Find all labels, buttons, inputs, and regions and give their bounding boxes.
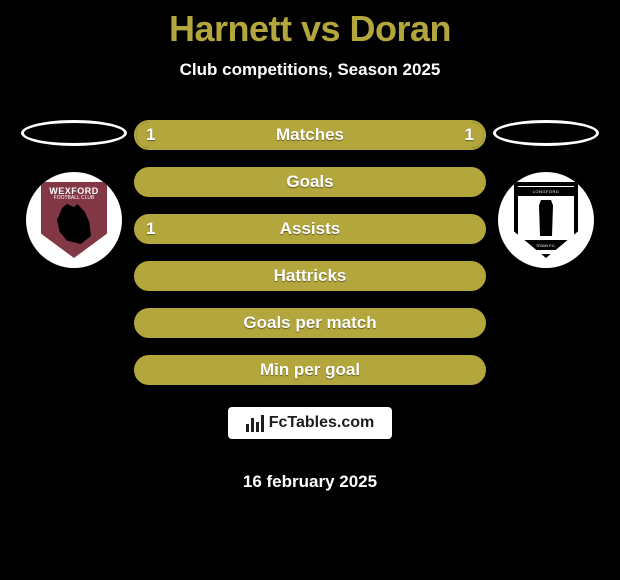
stat-label: Min per goal	[260, 360, 360, 380]
stat-left-value: 1	[146, 219, 155, 239]
left-club-badge: WEXFORD FOOTBALL CLUB	[26, 172, 122, 268]
date-label: 16 february 2025	[243, 472, 377, 492]
page-title: Harnett vs Doran	[169, 8, 451, 50]
right-club-column: LONGFORD TOWN F.C.	[486, 120, 606, 268]
stats-column: 1 Matches 1 Goals 1 Assists Hattricks	[134, 120, 486, 492]
bar-icon-part	[251, 418, 254, 432]
stat-label: Assists	[280, 219, 340, 239]
main-row: WEXFORD FOOTBALL CLUB 1 Matches 1 Goals	[0, 120, 620, 492]
stat-bar-goals-per-match: Goals per match	[134, 308, 486, 338]
stat-bar-min-per-goal: Min per goal	[134, 355, 486, 385]
right-ellipse-decor	[493, 120, 599, 146]
brand-badge[interactable]: FcTables.com	[228, 407, 392, 439]
stat-bar-hattricks: Hattricks	[134, 261, 486, 291]
longford-shield-icon: LONGFORD TOWN F.C.	[514, 182, 578, 258]
stat-label: Hattricks	[274, 266, 347, 286]
left-ellipse-decor	[21, 120, 127, 146]
chart-icon	[246, 415, 264, 432]
bar-icon-part	[261, 415, 264, 432]
left-club-column: WEXFORD FOOTBALL CLUB	[14, 120, 134, 268]
right-club-badge: LONGFORD TOWN F.C.	[498, 172, 594, 268]
bar-icon-part	[246, 424, 249, 432]
player-silhouette-icon	[57, 204, 91, 244]
bar-icon-part	[256, 422, 259, 432]
left-badge-line2: FOOTBALL CLUB	[54, 195, 95, 201]
brand-text: FcTables.com	[269, 414, 375, 432]
right-badge-line2: TOWN F.C.	[518, 240, 574, 250]
stat-label: Goals per match	[243, 313, 376, 333]
comparison-card: Harnett vs Doran Club competitions, Seas…	[0, 0, 620, 492]
page-subtitle: Club competitions, Season 2025	[180, 60, 441, 80]
stat-bar-goals: Goals	[134, 167, 486, 197]
stat-label: Goals	[286, 172, 333, 192]
wexford-shield-icon: WEXFORD FOOTBALL CLUB	[41, 182, 107, 258]
stat-bar-assists: 1 Assists	[134, 214, 486, 244]
right-badge-line1: LONGFORD	[518, 187, 574, 196]
stat-left-value: 1	[146, 125, 155, 145]
stat-right-value: 1	[465, 125, 474, 145]
stat-bar-matches: 1 Matches 1	[134, 120, 486, 150]
stat-label: Matches	[276, 125, 344, 145]
tower-icon	[536, 200, 556, 236]
